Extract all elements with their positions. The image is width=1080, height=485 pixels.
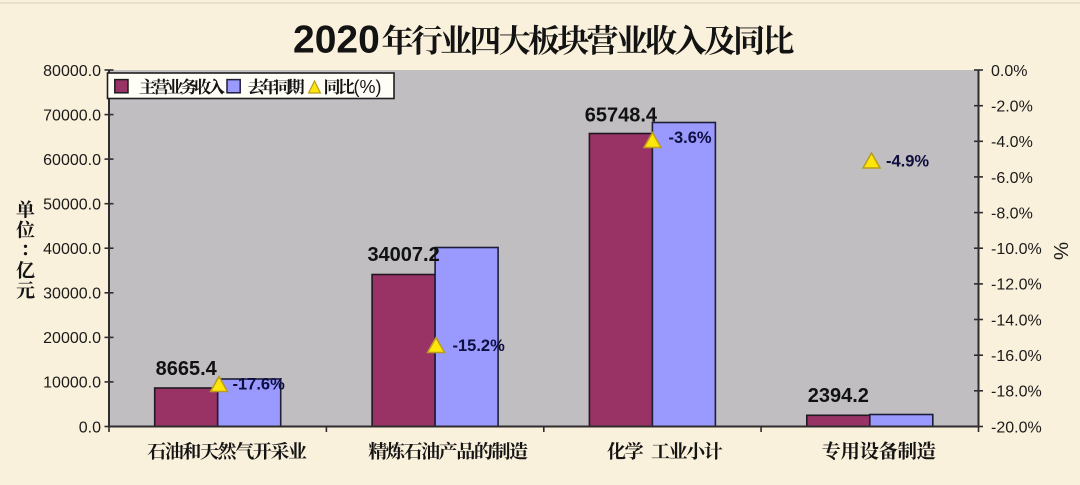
svg-text:-12.0%: -12.0% <box>991 277 1042 294</box>
svg-text:-18.0%: -18.0% <box>991 384 1042 401</box>
svg-text:0.0%: 0.0% <box>991 63 1027 80</box>
svg-text:-20.0%: -20.0% <box>991 419 1042 436</box>
svg-text:50000.0: 50000.0 <box>43 197 101 214</box>
svg-text:80000.0: 80000.0 <box>43 63 101 80</box>
svg-text:2020: 2020 <box>293 19 380 62</box>
svg-text:-4.0%: -4.0% <box>991 134 1033 151</box>
svg-text:65748.4: 65748.4 <box>585 104 658 126</box>
svg-text:10000.0: 10000.0 <box>43 375 101 392</box>
svg-text:-15.2%: -15.2% <box>453 337 506 355</box>
svg-text:(%): (%) <box>354 77 382 97</box>
svg-text:70000.0: 70000.0 <box>43 107 101 124</box>
svg-text:60000.0: 60000.0 <box>43 152 101 169</box>
svg-text:-17.6%: -17.6% <box>233 375 286 393</box>
svg-text:30000.0: 30000.0 <box>43 286 101 303</box>
svg-text:-6.0%: -6.0% <box>991 170 1033 187</box>
svg-text:2394.2: 2394.2 <box>808 385 869 407</box>
svg-text:-2.0%: -2.0% <box>991 99 1033 116</box>
svg-text:-8.0%: -8.0% <box>991 205 1033 222</box>
svg-text:0.0: 0.0 <box>79 419 101 436</box>
svg-text:-3.6%: -3.6% <box>669 129 712 147</box>
svg-text:-10.0%: -10.0% <box>991 241 1042 258</box>
svg-text:34007.2: 34007.2 <box>367 244 439 266</box>
svg-text:40000.0: 40000.0 <box>43 241 101 258</box>
svg-text:8665.4: 8665.4 <box>156 358 218 380</box>
svg-text:-14.0%: -14.0% <box>991 312 1042 329</box>
svg-text:20000.0: 20000.0 <box>43 330 101 347</box>
svg-text:-16.0%: -16.0% <box>991 348 1042 365</box>
svg-text:-4.9%: -4.9% <box>886 152 929 170</box>
svg-text:%: % <box>1049 242 1072 260</box>
